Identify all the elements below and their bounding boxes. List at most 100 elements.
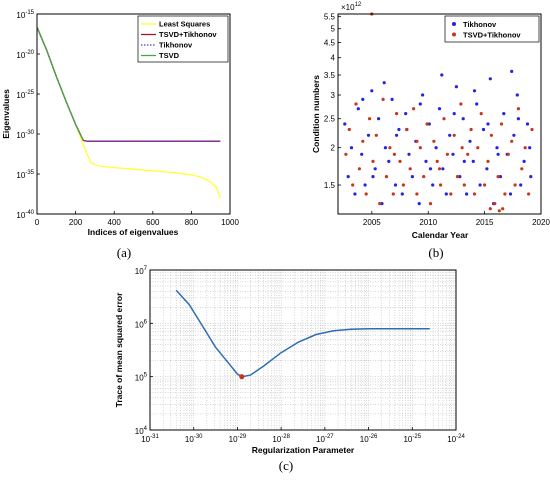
panel-b-point-tikhonov [356, 107, 360, 111]
panel-b-point-tsvd-tikhonov [472, 192, 477, 196]
panel-b-point-tikhonov [478, 183, 482, 187]
panel-b-point-tikhonov [393, 183, 398, 187]
panel-b-point-tsvd-tikhonov [499, 122, 504, 126]
panel-b-point-tikhonov [418, 102, 422, 106]
panel-a-series-line-tsvd [36, 27, 84, 141]
panel-b-point-tikhonov [407, 152, 411, 156]
panel-b-point-tsvd-tikhonov [460, 146, 464, 150]
panel-b-point-tsvd-tikhonov [368, 117, 372, 121]
panel-c-x-tick-label: 10-24 [447, 434, 465, 444]
panel-b-legend-marker [452, 22, 456, 26]
panel-b-point-tikhonov [349, 146, 354, 150]
panel-b-point-tsvd-tikhonov [361, 139, 365, 143]
panel-b-point-tikhonov [522, 159, 526, 163]
panel-a-y-tick-label: 10-20 [16, 50, 34, 60]
panel-b-point-tsvd-tikhonov [357, 167, 361, 171]
panel-b-point-tikhonov [458, 175, 462, 179]
panel-b-legend-marker [452, 32, 456, 37]
panel-b-point-tikhonov [444, 192, 448, 196]
panel-a-legend-label: Least Squares [159, 20, 210, 29]
panel-b-point-tikhonov [475, 102, 479, 106]
panel-b-point-tikhonov [452, 112, 456, 116]
panel-c-x-tick-label: 10-31 [141, 434, 159, 444]
panel-b-legend: Tikhonov TSVD+Tikhonov [444, 15, 540, 43]
panel-b-y-tick-label: 5 [331, 25, 336, 34]
panel-b-point-tsvd-tikhonov [347, 127, 351, 132]
panel-c-y-tick-label: 107 [135, 266, 148, 276]
panel-c-y-tick-label: 106 [135, 319, 148, 329]
panel-b-point-tsvd-tikhonov [395, 112, 399, 116]
panel-b-point-tsvd-tikhonov [523, 146, 527, 150]
panel-b-point-tikhonov [434, 146, 438, 150]
panel-b-point-tikhonov [404, 112, 408, 116]
panel-b-point-tsvd-tikhonov [344, 152, 348, 156]
panel-b-point-tsvd-tikhonov [354, 102, 358, 106]
panel-b-point-tikhonov [373, 167, 377, 171]
panel-b-point-tikhonov [346, 175, 350, 179]
panel-b-x-tick-label: 2020 [532, 218, 550, 227]
panel-b-point-tikhonov [400, 192, 404, 196]
panel-b-x-tick-label: 2005 [363, 218, 381, 227]
panel-b-point-tikhonov [451, 152, 455, 156]
panel-b-point-tsvd-tikhonov [412, 107, 416, 111]
panel-b-point-tsvd-tikhonov [449, 192, 453, 196]
panel-b-point-tikhonov [437, 107, 442, 111]
panel-b-point-tikhonov [380, 202, 384, 206]
panel-b-point-tsvd-tikhonov [452, 133, 456, 137]
panel-b-point-tikhonov [360, 152, 364, 156]
panel-b-point-tsvd-tikhonov [513, 183, 517, 187]
panel-b-point-tikhonov [383, 146, 387, 150]
panel-b-y-multiplier-exp: 12 [355, 2, 362, 8]
panel-b-y-multiplier-base: ×10 [341, 3, 355, 12]
panel-b-point-tikhonov [353, 192, 357, 196]
panel-c-mse-chart: 10-31 10-30 10-29 10-28 10-27 10-26 10-25 10-24… [114, 266, 465, 473]
panel-c-x-tick-label: 10-30 [185, 434, 203, 444]
panel-b-point-tsvd-tikhonov [469, 127, 473, 132]
panel-b-point-tsvd-tikhonov [388, 146, 392, 150]
panel-b-point-tikhonov [371, 175, 375, 179]
panel-b-point-tikhonov [410, 175, 414, 179]
panel-b-point-tsvd-tikhonov [415, 139, 419, 143]
panel-b-point-tsvd-tikhonov [488, 207, 492, 211]
panel-b-point-tikhonov [465, 192, 469, 196]
panel-a-x-axis-label: Indices of eigenvalues [88, 227, 179, 237]
panel-b-point-tsvd-tikhonov [418, 146, 422, 150]
panel-c-x-tick-label: 10-26 [360, 434, 378, 444]
panel-c-x-tick-label: 10-29 [229, 434, 247, 444]
panel-c-caption: (c) [279, 458, 293, 473]
panel-c-x-axis-label: Regularization Parameter [252, 445, 355, 455]
panel-b-point-tsvd-tikhonov [455, 175, 460, 179]
panel-a-y-tick-label: 10-35 [16, 170, 34, 180]
panel-b-point-tsvd-tikhonov [391, 192, 395, 196]
panel-b-point-tikhonov [471, 159, 475, 163]
panel-b-point-tsvd-tikhonov [374, 133, 378, 137]
panel-c-x-tick-label: 10-27 [316, 434, 334, 444]
panel-b-y-tick-label: 3.5 [324, 71, 336, 80]
panel-b-point-tikhonov [515, 93, 519, 97]
panel-b-point-tikhonov [529, 175, 533, 179]
panel-c-y-tick-label: 104 [135, 426, 148, 436]
panel-c-series-line [175, 289, 430, 378]
panel-b-point-tsvd-tikhonov [381, 97, 385, 101]
panel-b-point-tsvd-tikhonov [415, 192, 419, 196]
panel-b-point-tsvd-tikhonov [364, 192, 368, 196]
panel-b-point-tsvd-tikhonov [408, 167, 412, 171]
panel-b-point-tikhonov [421, 93, 425, 97]
panel-b-point-tikhonov [377, 117, 381, 121]
panel-b-point-tikhonov [397, 127, 401, 132]
panel-a-legend-label: Tikhonov [159, 41, 193, 50]
panel-b-y-tick-label: 4.5 [324, 38, 336, 47]
panel-b-point-tsvd-tikhonov [459, 102, 463, 106]
panel-b-point-tikhonov [472, 89, 477, 93]
panel-b-y-tick-label: 5.5 [324, 12, 336, 21]
panel-b-point-tsvd-tikhonov [435, 159, 439, 163]
panel-b-point-tikhonov [488, 77, 492, 81]
panel-b-x-tick-label: 2010 [419, 218, 437, 227]
panel-b-point-tsvd-tikhonov [527, 192, 531, 196]
panel-c-x-tick-label: 10-25 [403, 434, 421, 444]
panel-b-point-tsvd-tikhonov [476, 146, 480, 150]
panel-b-point-tikhonov [390, 97, 394, 101]
panel-b-point-tikhonov [417, 202, 421, 206]
panel-a-y-tick-label: 10-25 [16, 90, 34, 100]
panel-b-legend-box [444, 15, 540, 43]
